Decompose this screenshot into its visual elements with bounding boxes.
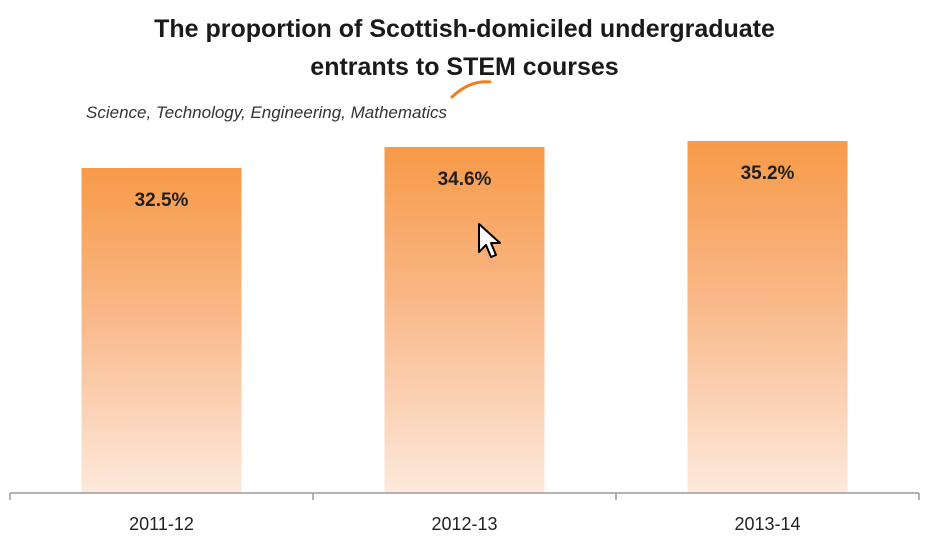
chart-title: The proportion of Scottish-domiciled und…: [0, 10, 929, 86]
chart-title-line1: The proportion of Scottish-domiciled und…: [154, 15, 775, 43]
x-tick-label-2013-14: 2013-14: [734, 514, 800, 534]
x-tick-label-2011-12: 2011-12: [129, 514, 194, 534]
x-tick-label-2012-13: 2012-13: [431, 514, 497, 534]
bar-2012-13: [384, 147, 545, 493]
bar-2011-12: [81, 168, 242, 493]
chart-title-line2: entrants to STEM courses: [310, 53, 619, 81]
data-label-2012-13: 34.6%: [438, 169, 492, 190]
data-label-2013-14: 35.2%: [741, 163, 795, 184]
bar-2013-14: [687, 141, 848, 493]
chart-subtitle: Science, Technology, Engineering, Mathem…: [86, 103, 447, 122]
data-label-2011-12: 32.5%: [135, 190, 189, 211]
mouse-pointer-icon: [478, 223, 501, 258]
title-underline-swoosh: [450, 80, 492, 99]
